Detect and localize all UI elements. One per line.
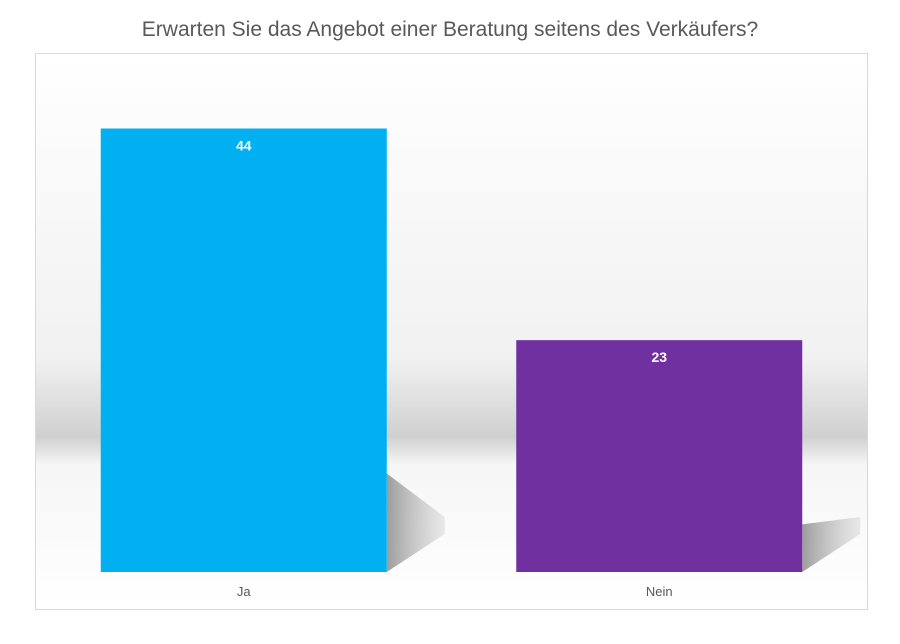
bar-ja xyxy=(100,128,387,572)
bar-shadows xyxy=(386,473,861,572)
bar-shadow-ja xyxy=(386,473,445,572)
x-axis-labels: Ja Nein xyxy=(237,584,673,599)
bar-shadow-nein xyxy=(802,517,861,572)
x-tick-label-ja: Ja xyxy=(237,584,252,599)
bar-nein xyxy=(516,340,803,572)
data-label-nein: 23 xyxy=(651,349,667,365)
x-tick-label-nein: Nein xyxy=(646,584,673,599)
plot-area-frame xyxy=(35,53,868,610)
data-labels: 44 23 xyxy=(236,138,667,366)
bars xyxy=(100,128,803,572)
data-label-ja: 44 xyxy=(236,138,252,154)
chart-title: Erwarten Sie das Angebot einer Beratung … xyxy=(141,18,759,41)
